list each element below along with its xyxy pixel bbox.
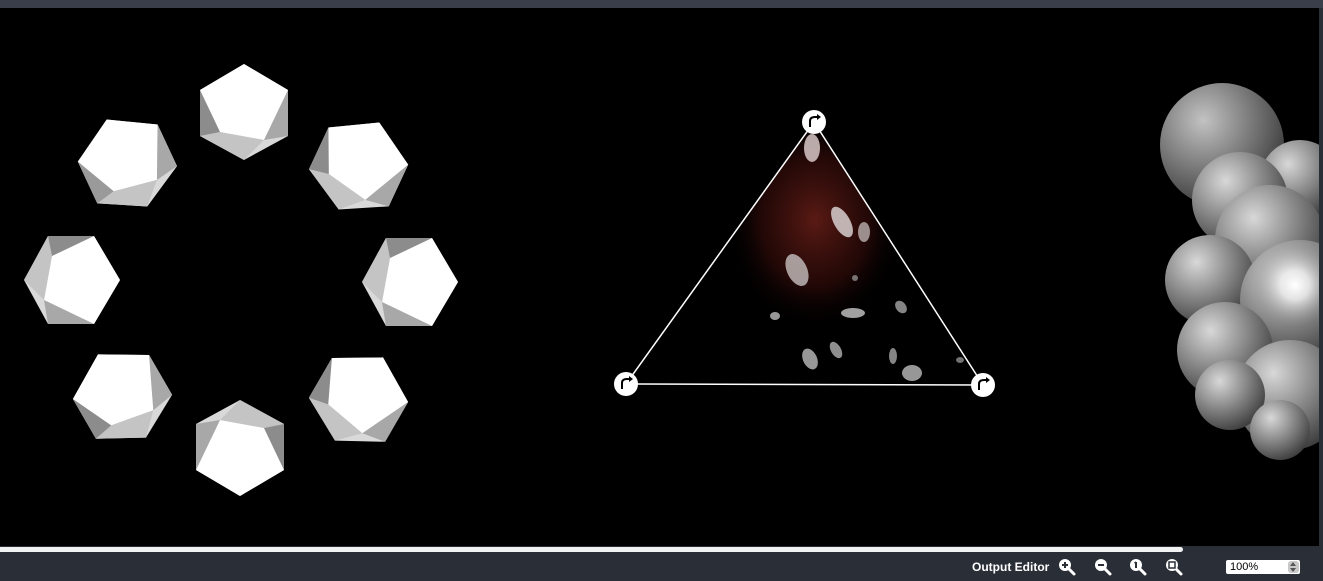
triangle-mask-layer[interactable] — [614, 110, 995, 397]
sphere-cluster — [1160, 83, 1319, 460]
top-bar — [0, 0, 1323, 8]
rotate-handle-top[interactable] — [802, 110, 826, 134]
rotate-handle-icon — [809, 116, 817, 127]
zoom-actual-size-button[interactable] — [1128, 557, 1148, 577]
icosahedron — [362, 238, 458, 326]
zoom-out-button[interactable] — [1093, 557, 1113, 577]
rotate-handle-icon — [621, 378, 629, 389]
icosahedron — [77, 119, 178, 207]
zoom-spinner[interactable] — [1288, 561, 1299, 573]
rotate-handle-left[interactable] — [614, 372, 638, 396]
zoom-fit-button[interactable] — [1164, 557, 1184, 577]
icosahedron — [200, 64, 288, 160]
zoom-level-stepper[interactable]: 100% — [1226, 560, 1300, 574]
zoom-level-value[interactable]: 100% — [1230, 561, 1259, 573]
timeline-progress-fill — [0, 547, 1183, 552]
rotate-handle-icon — [978, 379, 986, 390]
icosahedron — [308, 122, 409, 210]
icosahedron — [196, 400, 284, 496]
chevron-up-icon[interactable] — [1290, 562, 1296, 566]
icosahedron-ring — [24, 64, 458, 496]
icosahedron — [24, 236, 120, 324]
zoom-in-icon — [1059, 559, 1076, 576]
icosahedron — [308, 357, 409, 442]
canvas-right-edge — [1319, 8, 1323, 546]
output-editor-label: Output Editor — [972, 560, 1050, 574]
timeline-progress-bar[interactable] — [0, 546, 1323, 553]
output-canvas[interactable] — [0, 8, 1319, 546]
icosahedron — [72, 354, 173, 439]
zoom-fit-icon — [1166, 559, 1183, 576]
bottom-toolbar: Output Editor — [0, 553, 1323, 581]
triangle-outline — [624, 120, 985, 386]
zoom-actual-size-icon — [1130, 559, 1147, 576]
zoom-in-button[interactable] — [1057, 557, 1077, 577]
chevron-down-icon[interactable] — [1290, 568, 1296, 572]
rotate-handle-right[interactable] — [971, 373, 995, 397]
zoom-out-icon — [1095, 559, 1112, 576]
canvas-scene — [24, 64, 1319, 496]
